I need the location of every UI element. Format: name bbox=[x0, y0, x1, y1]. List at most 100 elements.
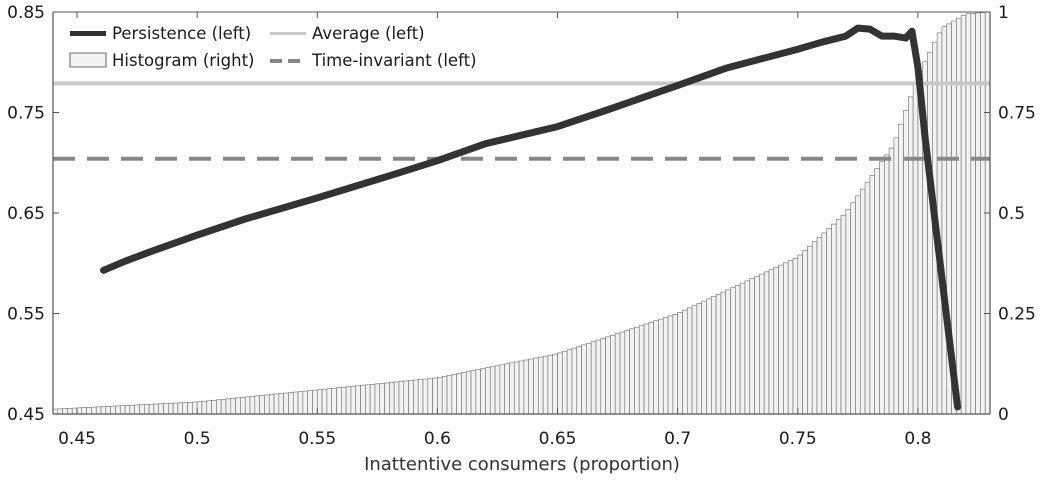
histogram-bar bbox=[797, 254, 803, 415]
histogram-bar bbox=[321, 388, 328, 415]
histogram-bar bbox=[408, 380, 414, 415]
histogram-bar bbox=[638, 325, 645, 415]
histogram-bar bbox=[475, 369, 481, 415]
histogram-bar bbox=[557, 352, 563, 415]
persistence-line bbox=[100, 24, 962, 411]
histogram-bar bbox=[148, 403, 155, 415]
histogram-bar bbox=[773, 267, 779, 415]
histogram-bar bbox=[187, 402, 193, 415]
histogram-bar bbox=[461, 372, 467, 415]
right-y-tick-label: 0.75 bbox=[998, 104, 1036, 124]
histogram-bar bbox=[701, 300, 707, 415]
histogram-bar bbox=[302, 390, 308, 415]
histogram-bar bbox=[898, 123, 904, 415]
x-tick-label: 0.45 bbox=[58, 429, 96, 449]
x-axis-title: Inattentive consumers (proportion) bbox=[364, 454, 680, 475]
histogram-bar bbox=[826, 228, 832, 415]
histogram-bar bbox=[720, 291, 727, 415]
histogram-bar bbox=[908, 96, 914, 415]
histogram-bar bbox=[672, 314, 678, 415]
histogram-bar bbox=[614, 333, 621, 415]
histogram-bar bbox=[845, 209, 851, 415]
histogram-bar bbox=[110, 405, 116, 415]
histogram-bar bbox=[883, 154, 890, 415]
histogram-bar bbox=[273, 393, 280, 415]
left-y-tick-label: 0.45 bbox=[7, 405, 45, 425]
histogram-bar bbox=[134, 404, 140, 415]
histogram-bar bbox=[437, 377, 443, 415]
histogram-bar bbox=[547, 354, 554, 415]
histogram-bar bbox=[927, 51, 933, 415]
legend-label-histogram: Histogram (right) bbox=[112, 51, 254, 70]
histogram-bar bbox=[513, 361, 520, 415]
histogram-bar bbox=[816, 237, 823, 415]
histogram-bar bbox=[792, 258, 799, 415]
histogram-bar bbox=[365, 384, 371, 415]
histogram-bar bbox=[783, 262, 789, 415]
right-y-tick-label: 0 bbox=[998, 405, 1009, 425]
histogram-bar bbox=[586, 342, 592, 415]
histogram-bar bbox=[739, 282, 746, 415]
histogram-bar bbox=[384, 382, 390, 415]
histogram-bar bbox=[158, 403, 164, 415]
histogram-bar bbox=[86, 407, 92, 415]
histogram-bar bbox=[480, 368, 486, 415]
histogram-bar bbox=[312, 389, 318, 415]
histogram-bar bbox=[648, 322, 654, 415]
x-tick-label: 0.8 bbox=[904, 429, 931, 449]
histogram-bar bbox=[244, 396, 251, 415]
histogram-bar bbox=[653, 320, 659, 415]
histogram-bar bbox=[566, 349, 573, 415]
histogram-bar bbox=[307, 390, 313, 415]
x-tick-label: 0.65 bbox=[539, 429, 577, 449]
histogram-bar bbox=[518, 360, 525, 415]
persistence-line-layer bbox=[100, 24, 962, 411]
histogram-bar bbox=[216, 399, 222, 415]
histogram-bars bbox=[52, 11, 991, 415]
histogram-bar bbox=[667, 315, 674, 415]
histogram-bar bbox=[249, 396, 256, 415]
histogram-bar bbox=[759, 273, 765, 415]
histogram-bar bbox=[840, 214, 847, 415]
histogram-bar bbox=[855, 195, 861, 415]
histogram-bar bbox=[119, 405, 126, 415]
histogram-bar bbox=[91, 406, 97, 415]
legend: Persistence (left) Average (left) Histog… bbox=[69, 24, 477, 70]
histogram-bar bbox=[288, 392, 294, 415]
histogram-bar bbox=[389, 382, 395, 415]
histogram-bar bbox=[393, 381, 400, 415]
histogram-bar bbox=[850, 202, 856, 415]
right-y-tick-label: 0.25 bbox=[998, 305, 1036, 325]
histogram-bar bbox=[619, 331, 626, 415]
histogram-bar bbox=[182, 402, 188, 415]
histogram-bar bbox=[643, 323, 650, 415]
histogram-bar bbox=[912, 82, 919, 415]
histogram-bar bbox=[451, 374, 457, 415]
histogram-bar bbox=[206, 400, 212, 415]
histogram-bar bbox=[71, 407, 78, 415]
histogram-bar bbox=[413, 379, 419, 415]
histogram-bar bbox=[62, 408, 68, 415]
histogram-bar bbox=[345, 386, 352, 415]
histogram-bar bbox=[682, 309, 688, 415]
legend-swatch-histogram bbox=[69, 52, 107, 68]
histogram-bar bbox=[970, 13, 976, 415]
histogram-bar bbox=[590, 341, 597, 415]
histogram-bar bbox=[177, 402, 184, 415]
histogram-bar bbox=[230, 398, 236, 415]
histogram-bar bbox=[360, 384, 366, 415]
histogram-bar bbox=[686, 307, 693, 415]
histogram-bar bbox=[57, 408, 63, 415]
histogram-bar bbox=[81, 407, 87, 415]
histogram-bar bbox=[542, 355, 549, 415]
histogram-bar bbox=[254, 395, 260, 415]
histogram-bar bbox=[634, 326, 640, 415]
histogram-bar bbox=[835, 219, 842, 415]
histogram-bar bbox=[864, 181, 871, 415]
x-axis-ticks: 0.45 0.5 0.55 0.6 0.65 0.7 0.75 0.8 bbox=[58, 12, 931, 449]
x-tick-label: 0.6 bbox=[424, 429, 451, 449]
histogram-bar bbox=[956, 17, 962, 415]
histogram-bar bbox=[821, 232, 827, 415]
histogram-bar bbox=[893, 137, 900, 415]
